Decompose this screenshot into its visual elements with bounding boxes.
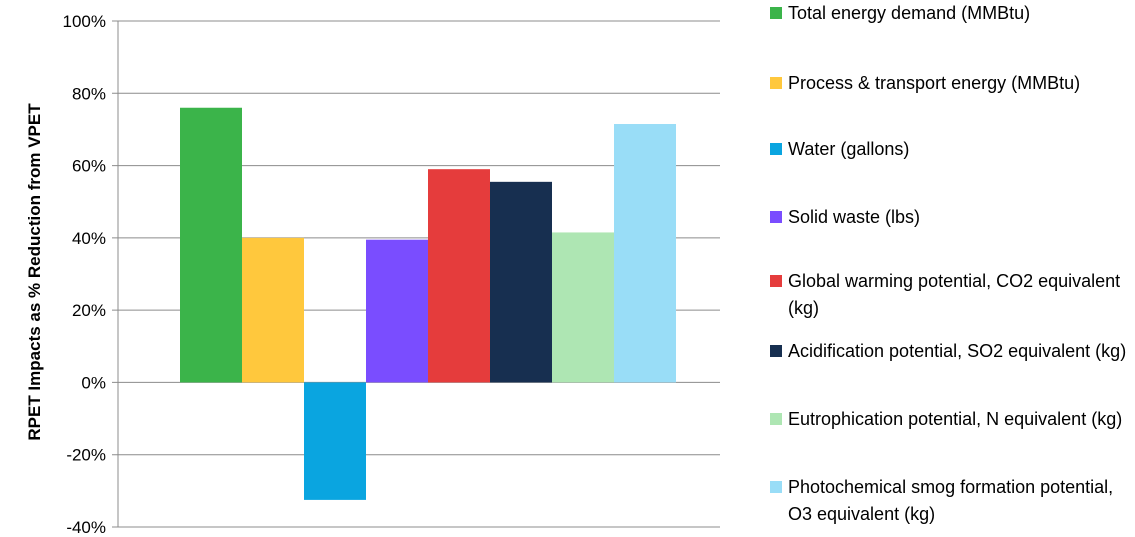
- bar-8: [614, 124, 676, 383]
- y-tick-label: 100%: [63, 12, 106, 31]
- legend: Total energy demand (MMBtu) Process & tra…: [770, 0, 1135, 537]
- legend-item: Acidification potential, SO2 equivalent …: [770, 338, 1133, 365]
- legend-swatch: [770, 143, 782, 155]
- bar-3: [304, 382, 366, 500]
- y-tick-label: 60%: [72, 157, 106, 176]
- bar-6: [490, 181, 552, 383]
- legend-item: Global warming potential, CO2 equivalent…: [770, 268, 1133, 322]
- legend-item: Photochemical smog formation potential, …: [770, 474, 1133, 528]
- legend-item: Eutrophication potential, N equivalent (…: [770, 406, 1133, 433]
- bar-2: [242, 237, 304, 383]
- legend-label: Global warming potential, CO2 equivalent…: [788, 271, 1121, 318]
- legend-swatch: [770, 413, 782, 425]
- bar-5: [428, 169, 490, 383]
- legend-swatch: [770, 77, 782, 89]
- legend-item: Water (gallons): [770, 136, 1133, 163]
- legend-swatch: [770, 275, 782, 287]
- bar-7: [552, 232, 614, 383]
- legend-item: Total energy demand (MMBtu): [770, 0, 1133, 27]
- legend-label: Process & transport energy (MMBtu): [788, 73, 1081, 93]
- legend-swatch: [770, 211, 782, 223]
- bars: [180, 107, 676, 500]
- legend-label: Water (gallons): [788, 139, 910, 159]
- y-axis-title: RPET Impacts as % Reduction from VPET: [25, 103, 44, 441]
- y-tick-label: 40%: [72, 229, 106, 248]
- legend-swatch: [770, 481, 782, 493]
- legend-item: Process & transport energy (MMBtu): [770, 70, 1133, 97]
- legend-label: Solid waste (lbs): [788, 207, 921, 227]
- y-tick-label: 80%: [72, 84, 106, 103]
- legend-label: Total energy demand (MMBtu): [788, 3, 1031, 23]
- y-tick-label: -40%: [66, 518, 106, 537]
- legend-label: Photochemical smog formation potential, …: [788, 477, 1114, 524]
- y-tick-label: -20%: [66, 446, 106, 465]
- y-axis-ticks: 100% 80% 60% 40% 20% 0% -20% -40%: [63, 12, 106, 537]
- bar-1: [180, 107, 242, 383]
- legend-label: Acidification potential, SO2 equivalent …: [788, 341, 1127, 361]
- legend-label: Eutrophication potential, N equivalent (…: [788, 409, 1123, 429]
- y-tick-label: 0%: [81, 373, 106, 392]
- legend-swatch: [770, 345, 782, 357]
- y-tick-label: 20%: [72, 301, 106, 320]
- bar-4: [366, 239, 428, 383]
- legend-swatch: [770, 7, 782, 19]
- legend-item: Solid waste (lbs): [770, 204, 1133, 231]
